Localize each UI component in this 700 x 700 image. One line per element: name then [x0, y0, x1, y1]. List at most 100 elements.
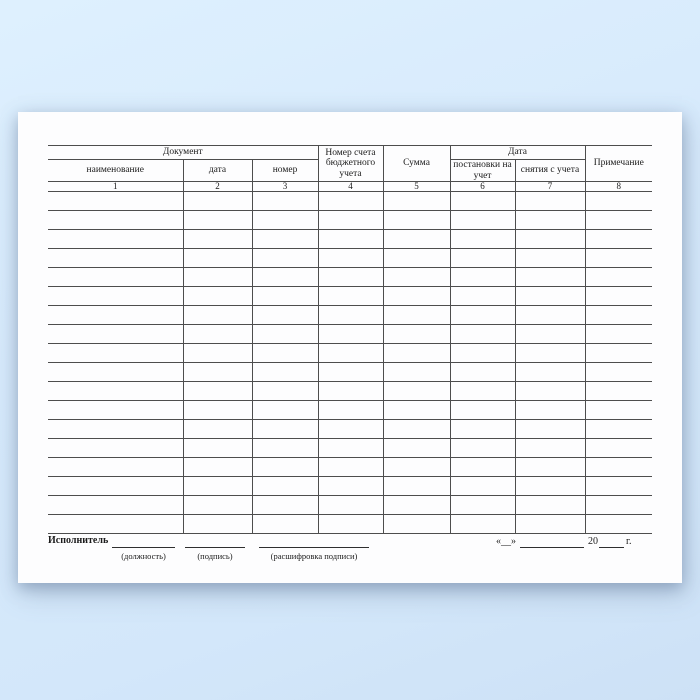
- date-block: «__» 20 г.: [496, 534, 631, 548]
- empty-cell: [182, 229, 253, 249]
- table-row: [48, 191, 653, 211]
- empty-cell: [514, 324, 586, 344]
- empty-cell: [48, 438, 184, 458]
- empty-cell: [514, 514, 586, 534]
- empty-cell: [449, 457, 516, 477]
- empty-cell: [182, 286, 253, 306]
- date-month-blank-line: [520, 536, 584, 548]
- empty-cell: [251, 286, 319, 306]
- empty-cell: [251, 267, 319, 287]
- header-numbers-row: 1 2 3 4 5 6 7 8: [48, 181, 653, 192]
- column-number: 3: [251, 181, 319, 192]
- empty-cell: [514, 229, 586, 249]
- empty-cell: [251, 457, 319, 477]
- empty-cell: [251, 362, 319, 382]
- empty-cell: [182, 267, 253, 287]
- empty-cell: [449, 343, 516, 363]
- empty-cell: [449, 438, 516, 458]
- empty-cell: [317, 362, 384, 382]
- table-row: [48, 438, 653, 458]
- empty-cell: [449, 419, 516, 439]
- empty-cell: [514, 267, 586, 287]
- date-year-suffix: г.: [626, 536, 632, 547]
- empty-cell: [48, 229, 184, 249]
- empty-cell: [584, 495, 653, 515]
- empty-cell: [48, 267, 184, 287]
- empty-cell: [514, 191, 586, 211]
- empty-cell: [449, 191, 516, 211]
- empty-cell: [182, 210, 253, 230]
- empty-cell: [382, 324, 451, 344]
- empty-cell: [317, 324, 384, 344]
- empty-cell: [182, 400, 253, 420]
- empty-cell: [584, 400, 653, 420]
- empty-cell: [449, 267, 516, 287]
- column-number: 8: [584, 181, 653, 192]
- empty-cell: [382, 305, 451, 325]
- empty-cell: [514, 381, 586, 401]
- empty-cell: [317, 438, 384, 458]
- empty-cell: [382, 210, 451, 230]
- empty-cell: [317, 286, 384, 306]
- empty-cell: [584, 419, 653, 439]
- signature-label: (подпись): [197, 551, 233, 561]
- empty-cell: [382, 476, 451, 496]
- empty-cell: [48, 286, 184, 306]
- empty-cell: [449, 495, 516, 515]
- empty-cell: [48, 495, 184, 515]
- empty-cell: [48, 514, 184, 534]
- empty-cell: [48, 457, 184, 477]
- transcript-blank-line: [259, 534, 369, 548]
- empty-cell: [382, 438, 451, 458]
- empty-cell: [449, 229, 516, 249]
- empty-cell: [251, 438, 319, 458]
- table-row: [48, 267, 653, 287]
- table-row: [48, 400, 653, 420]
- header-sub-deregistration: снятия с учета: [514, 159, 586, 182]
- table-row: [48, 362, 653, 382]
- empty-cell: [449, 476, 516, 496]
- empty-cell: [317, 381, 384, 401]
- header-sub-registration: постановки на учет: [449, 159, 516, 182]
- empty-cell: [317, 514, 384, 534]
- empty-cell: [48, 210, 184, 230]
- empty-cell: [514, 495, 586, 515]
- empty-cell: [48, 305, 184, 325]
- empty-cell: [251, 495, 319, 515]
- empty-cell: [514, 400, 586, 420]
- empty-cell: [182, 248, 253, 268]
- empty-cell: [251, 343, 319, 363]
- empty-cell: [449, 324, 516, 344]
- empty-cell: [182, 324, 253, 344]
- table-row: [48, 476, 653, 496]
- empty-cell: [382, 457, 451, 477]
- empty-cell: [584, 210, 653, 230]
- empty-cell: [182, 495, 253, 515]
- empty-cell: [514, 457, 586, 477]
- empty-cell: [584, 286, 653, 306]
- empty-cell: [251, 191, 319, 211]
- empty-cell: [317, 457, 384, 477]
- empty-cell: [251, 210, 319, 230]
- empty-cell: [514, 305, 586, 325]
- empty-cell: [382, 419, 451, 439]
- empty-cell: [251, 381, 319, 401]
- table-row: [48, 343, 653, 363]
- table-row: [48, 457, 653, 477]
- executor-label: Исполнитель: [48, 535, 109, 546]
- empty-cell: [182, 381, 253, 401]
- empty-cell: [584, 343, 653, 363]
- empty-cell: [182, 457, 253, 477]
- empty-cell: [48, 400, 184, 420]
- empty-cell: [317, 229, 384, 249]
- column-number: 6: [449, 181, 516, 192]
- empty-cell: [584, 514, 653, 534]
- empty-cell: [182, 191, 253, 211]
- empty-cell: [48, 343, 184, 363]
- empty-cell: [182, 362, 253, 382]
- empty-cell: [251, 248, 319, 268]
- table-row: [48, 495, 653, 515]
- form-table-header: Документ Номер счета бюджетного учета Су…: [48, 145, 653, 192]
- empty-cell: [317, 191, 384, 211]
- table-row: [48, 324, 653, 344]
